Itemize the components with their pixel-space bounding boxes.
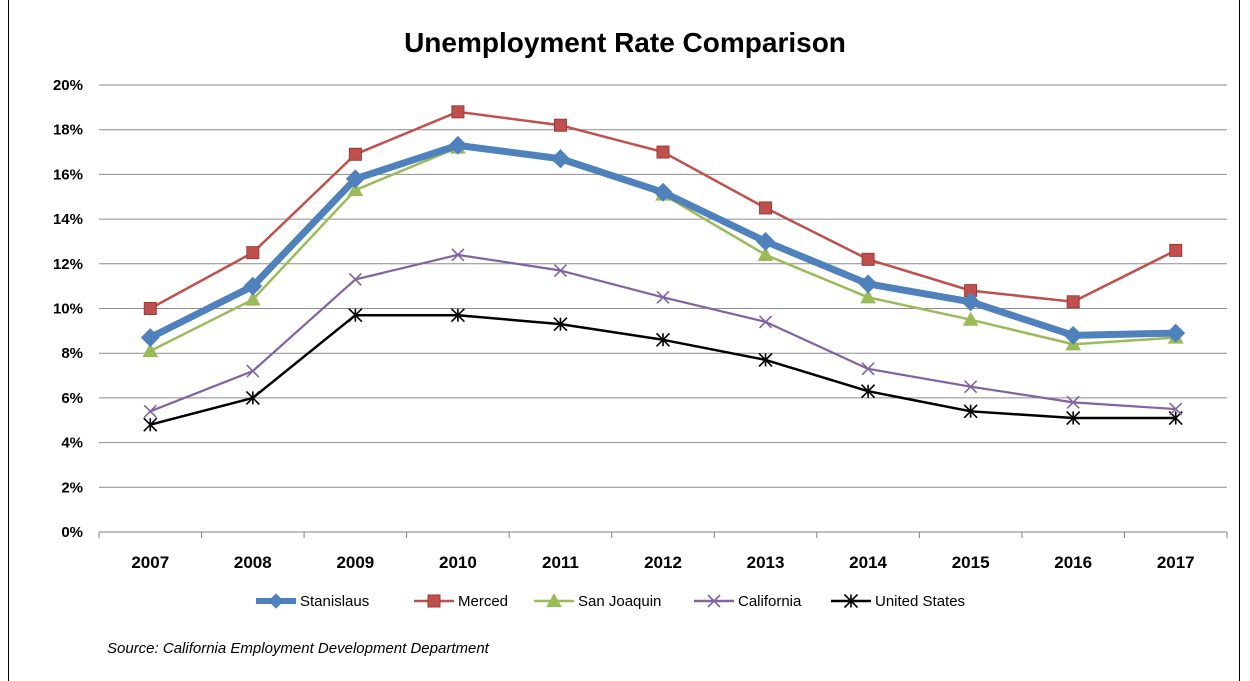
data-point-stanislaus	[653, 182, 673, 202]
x-tick-label: 2011	[542, 553, 579, 572]
y-tick-label: 8%	[61, 345, 83, 362]
data-point-california	[964, 380, 978, 394]
data-point-stanislaus	[961, 292, 981, 312]
data-point-united-states	[861, 384, 876, 399]
data-point-stanislaus	[1166, 323, 1186, 343]
x-tick-label: 2007	[131, 553, 169, 572]
data-point-san-joaquin	[142, 342, 159, 358]
x-tick-label: 2014	[849, 553, 887, 572]
data-point-san-joaquin	[757, 246, 774, 261]
chart-title: Unemployment Rate Comparison	[404, 27, 846, 58]
data-point-san-joaquin	[860, 289, 876, 304]
data-point-stanislaus	[1063, 325, 1083, 345]
x-tick-label: 2009	[336, 553, 374, 572]
data-point-california	[656, 290, 670, 304]
x-tick-label: 2008	[234, 553, 272, 572]
data-point-united-states	[553, 317, 568, 332]
x-tick-label: 2016	[1054, 553, 1092, 572]
y-tick-label: 6%	[61, 390, 83, 407]
data-point-stanislaus	[550, 149, 570, 169]
data-point-stanislaus	[448, 135, 468, 155]
data-point-san-joaquin	[244, 291, 261, 306]
y-axis-ticks: 0% 2% 4% 6% 8% 10% 12% 14% 16% 18% 20%	[53, 77, 83, 541]
data-point-united-states	[963, 404, 978, 419]
legend-item-merced: Merced	[414, 593, 508, 610]
series-united-states	[143, 308, 1183, 432]
y-tick-label: 0%	[61, 524, 83, 541]
legend: Stanislaus Merced San Joaquin California Uni…	[256, 592, 965, 610]
data-point-united-states	[1066, 410, 1081, 426]
series-layer	[140, 105, 1186, 432]
y-tick-label: 14%	[53, 211, 83, 228]
legend-item-california: California	[694, 593, 802, 610]
series-merced	[143, 105, 1183, 315]
data-point-united-states	[758, 352, 773, 367]
data-point-stanislaus	[140, 328, 160, 348]
legend-label: San Joaquin	[578, 593, 661, 610]
data-point-california	[451, 248, 465, 262]
data-point-united-states	[143, 417, 158, 432]
x-tick-label: 2013	[747, 553, 785, 572]
data-point-merced	[656, 145, 670, 159]
series-san-joaquin	[142, 139, 1184, 358]
data-point-merced	[553, 118, 567, 132]
legend-item-stanislaus: Stanislaus	[256, 593, 369, 610]
data-point-california	[1066, 395, 1080, 409]
legend-label: United States	[875, 593, 965, 610]
data-point-san-joaquin	[347, 182, 364, 197]
x-tick-label: 2015	[952, 553, 990, 572]
legend-label: Merced	[458, 593, 508, 610]
data-point-united-states	[450, 308, 465, 323]
x-tick-label: 2012	[644, 553, 682, 572]
data-point-merced	[861, 252, 875, 266]
y-tick-label: 16%	[53, 166, 83, 183]
legend-marker	[427, 594, 441, 608]
legend-marker	[843, 593, 859, 609]
legend-marker	[707, 594, 721, 608]
source-note: Source: California Employment Developmen…	[107, 640, 490, 657]
data-point-merced	[1169, 243, 1183, 257]
data-point-merced	[1066, 295, 1080, 309]
data-point-california	[758, 315, 773, 329]
data-point-california	[861, 362, 875, 376]
data-point-merced	[143, 302, 157, 315]
y-tick-label: 20%	[53, 77, 83, 94]
data-point-san-joaquin	[962, 311, 979, 326]
data-point-merced	[759, 201, 773, 215]
y-tick-label: 12%	[53, 256, 83, 273]
data-point-stanislaus	[345, 169, 365, 189]
data-point-california	[246, 364, 260, 378]
data-point-united-states	[245, 390, 260, 405]
y-tick-label: 4%	[61, 435, 83, 452]
legend-label: California	[738, 593, 802, 610]
data-point-stanislaus	[243, 276, 263, 296]
legend-marker	[268, 593, 284, 609]
data-point-stanislaus	[756, 231, 776, 251]
data-point-california	[348, 272, 362, 287]
series-stanislaus	[140, 135, 1186, 348]
data-point-united-states	[348, 308, 363, 323]
data-point-merced	[348, 147, 362, 161]
data-point-merced	[246, 246, 260, 260]
x-tick-label: 2017	[1157, 553, 1195, 572]
y-tick-label: 2%	[61, 479, 83, 496]
legend-item-united-states: United States	[831, 593, 965, 610]
x-tick-label: 2010	[439, 553, 477, 572]
legend-marker	[546, 592, 562, 608]
data-point-california	[143, 404, 157, 418]
legend-label: Stanislaus	[300, 593, 369, 610]
data-point-united-states	[655, 332, 671, 347]
chart-frame	[8, 0, 1240, 681]
data-point-merced	[451, 105, 465, 119]
data-point-stanislaus	[858, 274, 878, 294]
data-point-california	[1169, 402, 1183, 416]
series-california	[143, 248, 1183, 418]
legend-item-san-joaquin: San Joaquin	[534, 592, 661, 610]
data-point-california	[553, 263, 568, 278]
series-line-merced	[149, 110, 1177, 310]
y-tick-label: 10%	[53, 301, 83, 318]
x-axis: 2007 2008 2009 2010 2011 2012 2013 2014 2015 2016…	[98, 531, 1228, 572]
y-tick-label: 18%	[53, 122, 83, 139]
